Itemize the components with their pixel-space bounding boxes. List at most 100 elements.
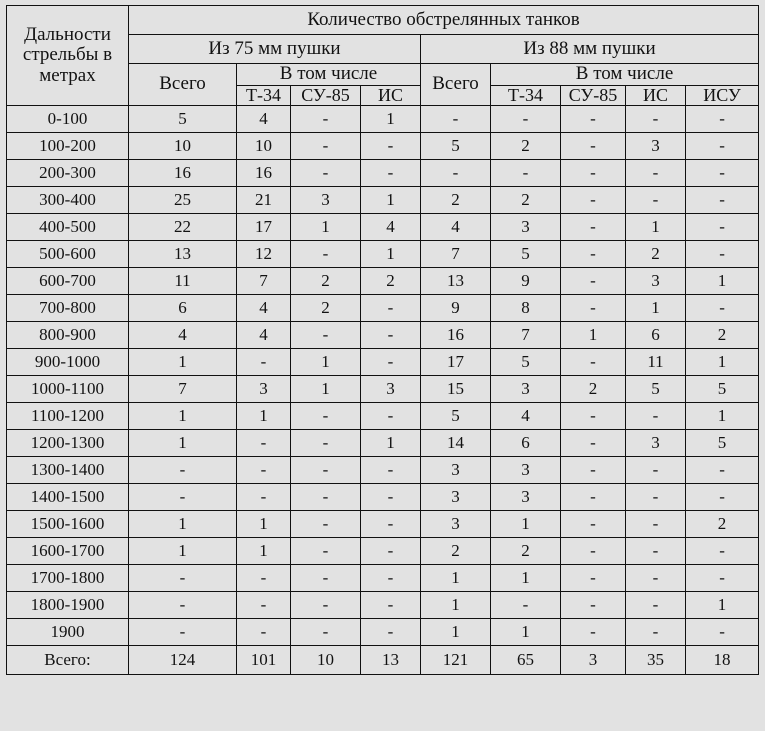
table-row: 200-300 16 16- - - - - - - <box>6 158 760 187</box>
cell-75-total: 7 <box>128 374 237 403</box>
cell-88-sub-1: - <box>560 347 626 376</box>
cell-88-sub-2: 5 <box>625 374 686 403</box>
table-row: 1300-1400- - - -3 3- - - <box>6 455 760 484</box>
cell-75-total: 1 <box>128 428 237 457</box>
table-row: 1700-1800- - - -1 1- - - <box>6 563 760 592</box>
cell-75-total: 1 <box>128 509 237 538</box>
cell-75-sub-1: - <box>290 509 361 538</box>
header-row-subcolumns: Т-34 СУ-85 ИС Т-34 СУ-85 ИС ИСУ <box>7 84 760 106</box>
table-row: 0-100 5 4-1- - - - - <box>6 104 760 133</box>
gun-group-88mm: Из 88 мм пушки <box>419 34 760 64</box>
cell-75-total: - <box>128 563 237 592</box>
cell-75-sub-2: 4 <box>360 212 421 241</box>
cell-88-total: 16 <box>420 320 491 349</box>
totals-88-total: 121 <box>420 644 491 675</box>
subheader-88-isu: ИСУ <box>684 84 760 106</box>
table-body: 0-100 5 4-1- - - - -100-200 10 10- -5 2-3-200-300 1… <box>6 104 760 675</box>
cell-88-sub-3: - <box>684 131 760 160</box>
table-row: 1800-1900- - - -1- - -1 <box>6 590 760 619</box>
fire-statistics-table: Дальности стрельбы в метрах Количество о… <box>6 5 760 675</box>
range-label: 1800-1900 <box>6 590 129 619</box>
cell-75-sub-1: - <box>290 401 361 430</box>
cell-75-total: 22 <box>128 212 237 241</box>
cell-88-total: 3 <box>420 482 491 511</box>
cell-75-sub-0: 21 <box>236 185 291 214</box>
table-row: 700-800 6 4 2-9 8-1- <box>6 293 760 322</box>
cell-88-sub-3: - <box>684 104 760 133</box>
cell-75-sub-1: - <box>290 617 361 646</box>
table-row: 1500-1600 1 1- -3 1- -2 <box>6 509 760 538</box>
cell-75-sub-2: - <box>360 536 421 565</box>
cell-88-sub-1: - <box>560 158 626 187</box>
breakdown-header-88mm: В том числе <box>489 63 760 86</box>
cell-88-sub-0: 3 <box>490 212 561 241</box>
cell-88-sub-1: - <box>560 509 626 538</box>
cell-88-sub-0: 2 <box>490 185 561 214</box>
cell-88-sub-0: 9 <box>490 266 561 295</box>
cell-75-total: 4 <box>128 320 237 349</box>
cell-75-sub-0: 4 <box>236 320 291 349</box>
range-label: 400-500 <box>6 212 129 241</box>
range-label: 1900 <box>6 617 129 646</box>
cell-88-sub-0: 2 <box>490 131 561 160</box>
range-label: 300-400 <box>6 185 129 214</box>
totals-75-total: 124 <box>128 644 237 675</box>
cell-75-sub-0: 3 <box>236 374 291 403</box>
cell-88-sub-3: 1 <box>684 590 760 619</box>
cell-88-sub-1: - <box>560 104 626 133</box>
cell-75-sub-0: 12 <box>236 239 291 268</box>
cell-75-sub-1: - <box>290 239 361 268</box>
cell-75-total: 1 <box>128 401 237 430</box>
cell-88-sub-1: - <box>560 563 626 592</box>
cell-88-sub-0: 3 <box>490 374 561 403</box>
cell-75-total: - <box>128 590 237 619</box>
cell-75-sub-0: - <box>236 617 291 646</box>
cell-75-sub-0: - <box>236 563 291 592</box>
cell-88-sub-0: 5 <box>490 347 561 376</box>
cell-88-total: 3 <box>420 455 491 484</box>
cell-88-total: 1 <box>420 617 491 646</box>
cell-75-sub-1: - <box>290 428 361 457</box>
subheader-88-su85: СУ-85 <box>560 84 626 106</box>
cell-88-sub-2: - <box>625 482 686 511</box>
range-label: 1600-1700 <box>6 536 129 565</box>
cell-75-sub-2: - <box>360 509 421 538</box>
cell-75-sub-1: 3 <box>290 185 361 214</box>
cell-88-sub-3: - <box>684 293 760 322</box>
cell-75-sub-2: 1 <box>360 104 421 133</box>
cell-75-sub-1: - <box>290 158 361 187</box>
subheader-75-is: ИС <box>360 84 421 106</box>
totals-88-sub-2: 35 <box>625 644 686 675</box>
cell-88-total: - <box>420 158 491 187</box>
subheader-88-is: ИС <box>625 84 686 106</box>
table-row: 1200-1300 1- -1 14 6-3 5 <box>6 428 760 457</box>
breakdown-header-75mm: В том числе <box>236 63 421 86</box>
cell-88-total: 15 <box>420 374 491 403</box>
range-label: 700-800 <box>6 293 129 322</box>
cell-75-total: 16 <box>128 158 237 187</box>
cell-88-sub-0: 7 <box>490 320 561 349</box>
cell-75-sub-0: - <box>236 455 291 484</box>
subheader-75-t34: Т-34 <box>236 84 291 106</box>
range-label: 1700-1800 <box>6 563 129 592</box>
cell-88-sub-0: 1 <box>490 617 561 646</box>
cell-75-sub-2: - <box>360 320 421 349</box>
cell-88-total: 3 <box>420 509 491 538</box>
cell-88-sub-3: 1 <box>684 401 760 430</box>
cell-75-sub-0: 4 <box>236 293 291 322</box>
cell-88-total: 13 <box>420 266 491 295</box>
cell-88-sub-0: - <box>490 158 561 187</box>
total-header-75mm: Всего <box>128 63 237 106</box>
table-row: 400-500 22 17 1 4 4 3-1- <box>6 212 760 241</box>
range-label: 500-600 <box>6 239 129 268</box>
cell-88-sub-0: 1 <box>490 509 561 538</box>
cell-75-sub-0: 10 <box>236 131 291 160</box>
cell-88-sub-0: - <box>490 590 561 619</box>
range-label: 1100-1200 <box>6 401 129 430</box>
range-label: 1200-1300 <box>6 428 129 457</box>
cell-88-sub-2: - <box>625 536 686 565</box>
cell-75-sub-1: - <box>290 320 361 349</box>
cell-75-sub-1: - <box>290 482 361 511</box>
cell-75-sub-1: 2 <box>290 266 361 295</box>
cell-75-sub-0: 1 <box>236 509 291 538</box>
